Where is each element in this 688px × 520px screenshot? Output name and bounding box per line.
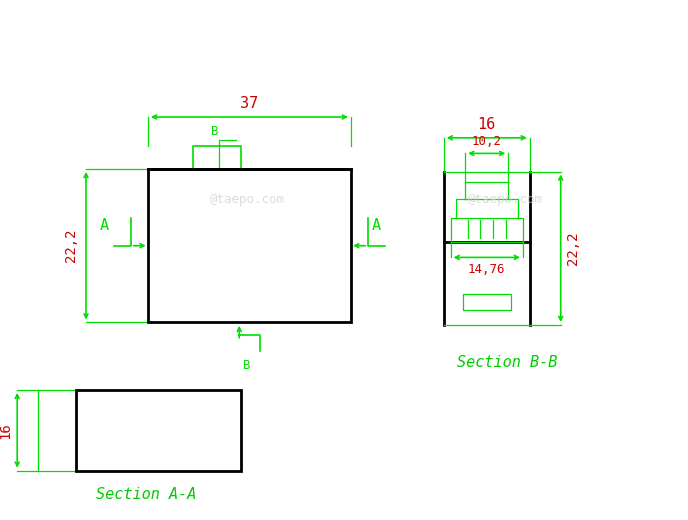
Bar xyxy=(38,390,76,471)
Text: 16: 16 xyxy=(477,116,496,132)
Text: 10,2: 10,2 xyxy=(472,135,502,148)
Text: Section B-B: Section B-B xyxy=(458,355,557,370)
Text: 16: 16 xyxy=(0,422,12,439)
Text: Section A-A: Section A-A xyxy=(96,487,196,502)
Text: 14,76: 14,76 xyxy=(468,263,506,276)
Bar xyxy=(462,294,510,310)
Text: 22,2: 22,2 xyxy=(566,231,580,265)
Text: B: B xyxy=(243,359,250,372)
Text: B: B xyxy=(211,125,218,138)
Text: @taepo.com: @taepo.com xyxy=(468,193,544,206)
Text: 37: 37 xyxy=(240,96,259,111)
Text: A: A xyxy=(372,218,380,233)
Bar xyxy=(148,169,351,322)
Bar xyxy=(76,390,241,471)
Text: 22,2: 22,2 xyxy=(64,229,78,263)
Text: A: A xyxy=(100,218,109,233)
Text: @taepo.com: @taepo.com xyxy=(210,193,286,206)
